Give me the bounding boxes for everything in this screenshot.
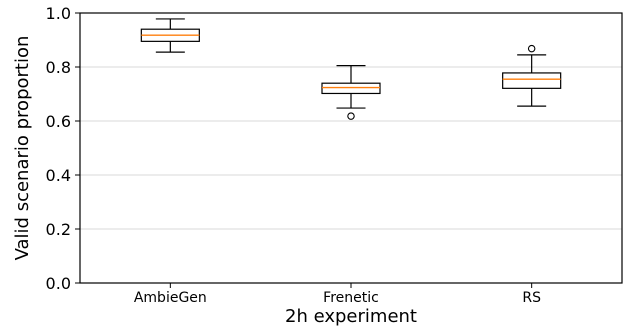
y-tick-label: 0.8	[46, 58, 71, 77]
x-axis-ticks: AmbieGen Frenetic RS	[134, 283, 541, 306]
box-frenetic	[321, 65, 381, 120]
y-tick-label: 0.0	[46, 274, 71, 293]
y-tick-label: 0.6	[46, 112, 71, 131]
box-ambiegen	[140, 18, 200, 53]
iqr-box	[502, 72, 562, 89]
box-rs	[502, 44, 562, 107]
outlier-point	[347, 112, 355, 120]
y-axis-label: Valid scenario proportion	[12, 36, 33, 261]
plot-frame	[79, 12, 623, 284]
y-axis-ticks: 0.0 0.2 0.4 0.6 0.8 1.0	[46, 4, 80, 293]
y-tick-label: 0.2	[46, 220, 71, 239]
x-tick-label: AmbieGen	[134, 290, 207, 306]
x-tick-label: RS	[522, 290, 541, 306]
x-axis-label: 2h experiment	[285, 306, 417, 327]
y-tick-label: 0.4	[46, 166, 71, 185]
outlier-point	[527, 44, 536, 53]
boxes	[140, 18, 562, 120]
iqr-box	[321, 82, 381, 95]
grid-lines	[80, 66, 622, 230]
x-tick-label: Frenetic	[323, 290, 379, 306]
y-tick-label: 1.0	[46, 4, 71, 23]
